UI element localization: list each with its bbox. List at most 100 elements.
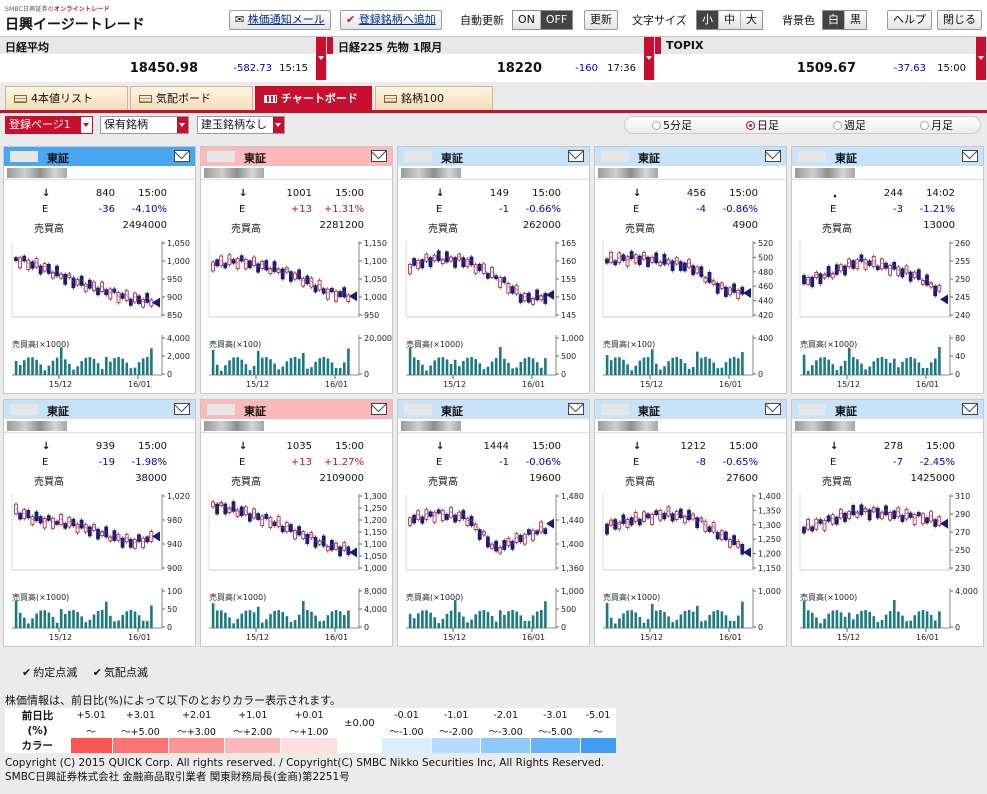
stock-card[interactable]: 東証 ↓ 840 15:00 E -36 -4.10% 売買高 2494000 1,050 1,00… bbox=[3, 146, 196, 394]
stock-card[interactable]: 東証 ↓ 1212 15:00 E -8 -0.65% 売買高 27600 1,400 1,350 1… bbox=[594, 399, 787, 647]
period-5min[interactable]: 5分足 bbox=[652, 117, 692, 133]
auto-refresh-on[interactable]: ON bbox=[513, 11, 541, 29]
y-tick-label: 1,000 bbox=[167, 257, 190, 266]
mail-icon[interactable] bbox=[568, 403, 584, 415]
x-tick-label: 15/12 bbox=[246, 380, 269, 389]
mail-icon[interactable] bbox=[962, 150, 978, 162]
font-size-small[interactable]: 小 bbox=[697, 11, 719, 29]
font-size-large[interactable]: 大 bbox=[741, 11, 762, 29]
stock-code bbox=[601, 151, 629, 162]
volume-tick-label: 1,000 bbox=[561, 587, 584, 596]
volume-value: 262000 bbox=[522, 220, 561, 231]
index-nikkei225[interactable]: 日経平均 18450.98 -582.73 15:15 bbox=[0, 37, 327, 80]
volume-axis-label: 売買高(×1000) bbox=[800, 339, 857, 349]
y-tick-label: 1,150 bbox=[364, 528, 387, 537]
holding-select[interactable]: 保有銘柄 bbox=[100, 116, 189, 134]
stock-card[interactable]: 東証 ↓ 939 15:00 E -19 -1.98% 売買高 38000 1,020 980 940… bbox=[3, 399, 196, 647]
font-size-medium[interactable]: 中 bbox=[719, 11, 741, 29]
index-nikkei-futures[interactable]: 日経225 先物 1限月 18220 -160 17:36 bbox=[327, 37, 655, 80]
last-time: 15:00 bbox=[926, 441, 955, 452]
change-label: E bbox=[436, 204, 443, 215]
index-dropdown-icon[interactable] bbox=[644, 37, 654, 80]
price-chart[interactable]: 165 160 155 150 145 売買高(×1000) 1,000 500 0 15/12 1… bbox=[398, 235, 591, 393]
stock-card[interactable]: 東証 ↓ 1001 15:00 E +13 +1.31% 売買高 2281200 1,150 1,1… bbox=[200, 146, 393, 394]
stock-name bbox=[4, 419, 195, 433]
mail-icon[interactable] bbox=[765, 150, 781, 162]
price-chart[interactable]: 1,050 1,000 950 900 850 売買高(×1000) 4,000 2,000 0… bbox=[4, 235, 197, 393]
range-end: 〜-3.00 bbox=[488, 726, 523, 738]
price-change: +13 bbox=[290, 457, 312, 468]
x-tick-label: 16/01 bbox=[719, 380, 742, 389]
stock-card[interactable]: 東証 ↓ 456 15:00 E -4 -0.86% 売買高 4900 520 500 480 460 4… bbox=[594, 146, 787, 394]
y-tick-label: 1,150 bbox=[364, 239, 387, 248]
bg-white[interactable]: 白 bbox=[823, 11, 845, 29]
period-weekly[interactable]: 週足 bbox=[833, 117, 866, 133]
price-chart[interactable]: 1,150 1,100 1,050 1,000 950 売買高(×100) 20,000 0 1… bbox=[201, 235, 394, 393]
stock-card[interactable]: 東証 ↓ 1035 15:00 E +13 +1.27% 売買高 2109000 1,300 1,2… bbox=[200, 399, 393, 647]
stock-code bbox=[207, 151, 235, 162]
stock-name bbox=[201, 419, 392, 433]
add-to-watchlist-button[interactable]: ✔ 登録銘柄へ追加 bbox=[340, 10, 442, 30]
mail-icon[interactable] bbox=[765, 403, 781, 415]
copyright: Copyright (C) 2015 QUICK Corp. All right… bbox=[5, 756, 604, 784]
mail-icon[interactable] bbox=[371, 150, 387, 162]
grid-icon bbox=[384, 95, 397, 103]
tab-chart-board[interactable]: チャートボード bbox=[255, 86, 372, 110]
index-dropdown-icon[interactable] bbox=[316, 37, 326, 80]
period-monthly[interactable]: 月足 bbox=[920, 117, 953, 133]
price-change: +13 bbox=[290, 204, 312, 215]
price-chart[interactable]: 260 255 250 245 240 売買高(×1000) 80 40 0 15/12 16/01 bbox=[792, 235, 985, 393]
tab-quote-board[interactable]: 気配ボード bbox=[130, 86, 253, 110]
help-button[interactable]: ヘルプ bbox=[887, 10, 932, 30]
last-price: 1212 bbox=[680, 441, 706, 452]
quote-blink-checkbox[interactable]: ✔ 気配点滅 bbox=[92, 666, 148, 679]
price-chart[interactable]: 310 290 270 250 230 売買高(×1000) 4,000 0 15/12 16/0… bbox=[792, 488, 985, 646]
page-select[interactable]: 登録ページ1 bbox=[5, 116, 93, 134]
last-price: 456 bbox=[686, 188, 706, 199]
stock-card[interactable]: 東証 ↓ 278 15:00 E -7 -2.45% 売買高 1425000 310 290 270 2… bbox=[791, 399, 984, 647]
tab-4price-list[interactable]: 4本値リスト bbox=[5, 86, 128, 110]
copyright-line: Copyright (C) 2015 QUICK Corp. All right… bbox=[5, 757, 605, 769]
period-daily[interactable]: 日足 bbox=[746, 117, 779, 133]
price-chart[interactable]: 1,480 1,440 1,400 1,360 売買高(×1000) 1,000 500 0 1… bbox=[398, 488, 591, 646]
price-chart[interactable]: 1,020 980 940 900 売買高(×1000) 100 50 0 15/12 16/01 bbox=[4, 488, 197, 646]
margin-select[interactable]: 建玉銘柄なし bbox=[197, 116, 285, 134]
index-topix[interactable]: TOPIX 1509.67 -37.63 15:00 bbox=[655, 37, 987, 80]
stock-card[interactable]: 東証・ 244 14:02 E -3 -1.21% 売買高 13000 260 255 250 245… bbox=[791, 146, 984, 394]
price-chart[interactable]: 1,300 1,250 1,200 1,150 1,100 1,050 1,000 売買高(×… bbox=[201, 488, 394, 646]
volume-label: 売買高 bbox=[428, 477, 458, 488]
index-dropdown-icon[interactable] bbox=[976, 37, 986, 80]
bg-black[interactable]: 黒 bbox=[845, 11, 866, 29]
refresh-button[interactable]: 更新 bbox=[584, 10, 618, 30]
trade-blink-checkbox[interactable]: ✔ 約定点滅 bbox=[22, 666, 78, 679]
price-chart[interactable]: 520 500 480 460 440 420 売買高(×100) 400 0 15/12 16/0… bbox=[595, 235, 788, 393]
y-tick-label: 1,020 bbox=[167, 492, 190, 501]
mail-icon[interactable] bbox=[174, 150, 190, 162]
range-start: +5.01 bbox=[76, 710, 106, 722]
stock-name bbox=[595, 166, 786, 180]
percent-change: +1.31% bbox=[323, 204, 364, 215]
y-tick-label: 420 bbox=[758, 311, 773, 320]
trend-arrow: ↓ bbox=[830, 441, 839, 452]
trend-arrow: ↓ bbox=[239, 441, 248, 452]
index-name: 日経平均 bbox=[0, 37, 326, 54]
last-price: 1035 bbox=[286, 441, 312, 452]
x-tick-label: 15/12 bbox=[640, 633, 663, 642]
price-chart[interactable]: 1,400 1,350 1,300 1,250 1,200 1,150 売買高(×1000)… bbox=[595, 488, 788, 646]
mail-icon[interactable] bbox=[568, 150, 584, 162]
auto-refresh-off[interactable]: OFF bbox=[540, 11, 573, 29]
color-swatch bbox=[381, 738, 432, 753]
stock-card[interactable]: 東証 ↓ 1444 15:00 E -1 -0.06% 売買高 19600 1,480 1,440 1… bbox=[397, 399, 590, 647]
stock-card[interactable]: 東証 ↓ 149 15:00 E -1 -0.66% 売買高 262000 165 160 155 15… bbox=[397, 146, 590, 394]
y-tick-label: 1,400 bbox=[758, 492, 781, 501]
mail-icon[interactable] bbox=[962, 403, 978, 415]
close-button[interactable]: 閉じる bbox=[937, 10, 982, 30]
volume-tick-label: 0 bbox=[364, 623, 369, 632]
price-alert-mail-button[interactable]: ✉ 株価通知メール bbox=[229, 10, 331, 30]
mail-icon[interactable] bbox=[371, 403, 387, 415]
stock-code bbox=[10, 404, 38, 415]
mail-icon[interactable] bbox=[174, 403, 190, 415]
tab-100-stocks[interactable]: 銘柄100 bbox=[375, 86, 493, 110]
range-end: 〜+5.00 bbox=[121, 726, 160, 738]
volume-label: 売買高 bbox=[231, 224, 261, 235]
